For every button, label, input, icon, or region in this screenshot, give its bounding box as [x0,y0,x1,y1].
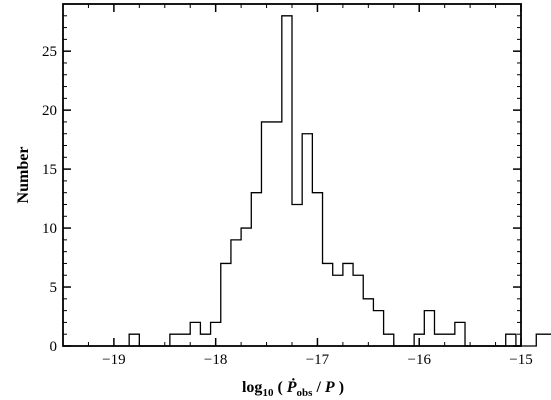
x-label-prefix: log [242,379,262,396]
x-tick-label: −16 [407,352,431,368]
x-label-close: ) [335,379,344,396]
x-label-prefix-sub: 10 [262,387,274,399]
y-tick-label: 10 [42,221,57,237]
y-tick-label: 20 [42,103,57,119]
y-tick-label: 5 [50,280,58,296]
x-label-var2: P [324,379,335,396]
plot-frame [62,3,522,347]
x-label-open: ( [273,379,286,396]
x-tick-label: −15 [509,352,532,368]
y-axis-label: Number [15,147,32,204]
x-tick-label: −17 [306,352,330,368]
x-axis-label: log10 ( Ṗobs / P ) [242,377,344,399]
y-tick-label: 0 [50,339,58,355]
x-label-var: Ṗ [286,377,297,396]
tick-labels: −19 −18 −17 −16 −15 0 5 10 15 20 25 [42,44,533,368]
x-tick-label: −19 [102,352,125,368]
x-label-mid: / [312,379,324,396]
histogram-step-line [128,15,551,347]
y-tick-label: 15 [42,162,57,178]
y-tick-label: 25 [42,44,57,60]
x-label-var-sub: obs [297,387,314,399]
x-tick-label: −18 [204,352,227,368]
